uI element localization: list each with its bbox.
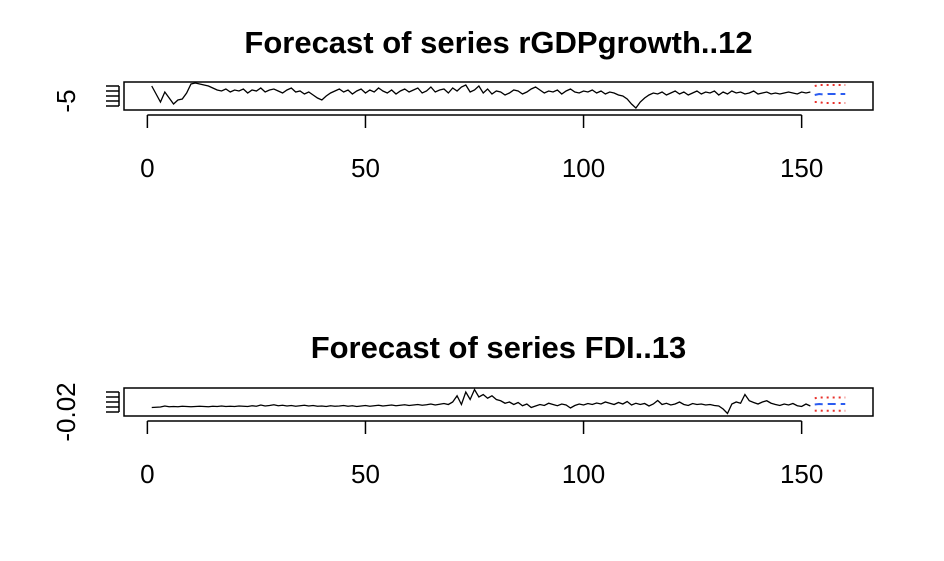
x-tick-label: 150 bbox=[780, 459, 823, 489]
series-line bbox=[152, 83, 811, 108]
chart-title: Forecast of series FDI..13 bbox=[311, 330, 687, 365]
x-tick-label: 100 bbox=[562, 153, 605, 183]
series-line bbox=[815, 85, 846, 86]
plot-box bbox=[124, 388, 873, 416]
x-tick-label: 0 bbox=[140, 459, 154, 489]
y-tick-label: -0.02 bbox=[51, 382, 81, 441]
series-line bbox=[815, 398, 846, 399]
x-tick-label: 100 bbox=[562, 459, 605, 489]
x-tick-label: 0 bbox=[140, 153, 154, 183]
series-line bbox=[815, 102, 846, 103]
x-tick-label: 150 bbox=[780, 153, 823, 183]
chart-title: Forecast of series rGDPgrowth..12 bbox=[244, 25, 752, 60]
plot-box bbox=[124, 82, 873, 110]
y-tick-label: -5 bbox=[51, 89, 81, 112]
x-tick-label: 50 bbox=[351, 459, 380, 489]
series-line bbox=[815, 404, 846, 405]
series-line bbox=[815, 94, 846, 95]
x-tick-label: 50 bbox=[351, 153, 380, 183]
series-line bbox=[152, 390, 811, 414]
